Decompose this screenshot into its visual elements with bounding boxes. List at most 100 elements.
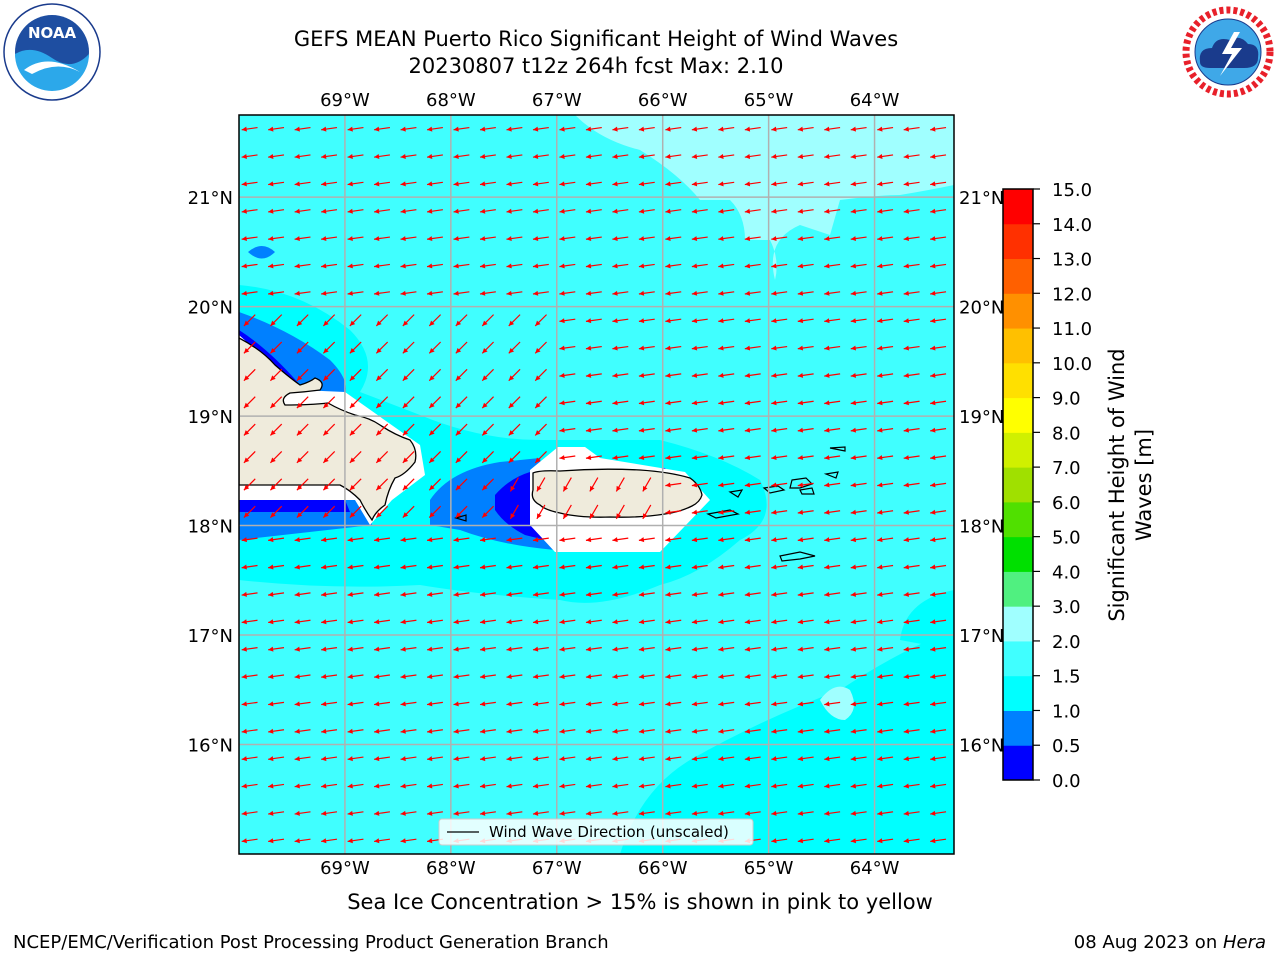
wind-arrow-head — [374, 838, 380, 844]
wind-arrow-head — [453, 290, 459, 296]
wind-arrow-head — [508, 402, 515, 409]
wind-arrow-head — [321, 537, 327, 543]
wind-arrow-head — [294, 646, 300, 652]
wind-arrow-head — [930, 674, 936, 679]
wind-arrow-head — [638, 728, 645, 734]
wind-arrow-head — [241, 674, 247, 679]
wind-arrow-head — [744, 372, 751, 378]
wind-arrow-head — [665, 345, 671, 351]
wind-arrow-head — [691, 236, 698, 242]
colorbar-segment — [1003, 432, 1033, 468]
wind-arrow-head — [427, 646, 433, 652]
wind-arrow-head — [718, 400, 724, 406]
wind-arrow-head — [402, 457, 409, 463]
wind-arrow-head — [268, 181, 274, 187]
lon-tick-bottom: 65°W — [744, 858, 794, 879]
wind-arrow-head — [903, 674, 910, 679]
wind-arrow-head — [824, 455, 830, 461]
wind-arrow-head — [771, 674, 777, 679]
wind-arrow-head — [930, 455, 936, 461]
wind-arrow-head — [270, 457, 276, 463]
wind-arrow-head — [638, 427, 645, 433]
wind-arrow-head — [771, 728, 777, 734]
wind-arrow-head — [535, 320, 541, 326]
wind-arrow-head — [321, 263, 327, 269]
wind-arrow-head — [744, 290, 751, 296]
wind-arrow-head — [400, 838, 406, 844]
wind-arrow-head — [506, 153, 512, 159]
wind-arrow-head — [744, 810, 751, 816]
wind-arrow-head — [347, 838, 353, 844]
wind-arrow-head — [930, 509, 936, 515]
wind-arrows — [241, 126, 947, 844]
wind-arrow-head — [691, 783, 698, 789]
wind-arrow-head — [374, 263, 380, 269]
wind-arrow-head — [930, 318, 936, 324]
wind-arrow-head — [480, 290, 486, 296]
wind-arrow-head — [400, 619, 406, 625]
wind-arrow-head — [321, 236, 327, 242]
wind-arrow-head — [559, 153, 565, 159]
wind-arrow-head — [771, 427, 777, 433]
wind-arrow-head — [347, 756, 353, 762]
wind-arrow-head — [402, 348, 409, 354]
wind-arrow-head — [376, 375, 382, 381]
wind-arrow-head — [268, 126, 274, 132]
wind-arrow-head — [374, 701, 380, 707]
wind-arrow-head — [535, 375, 541, 381]
wind-arrow-head — [824, 838, 830, 844]
wind-arrow-head — [243, 430, 250, 436]
wind-arrow-head — [903, 345, 910, 351]
wind-arrow-head — [771, 208, 777, 214]
wind-arrow-head — [532, 810, 539, 816]
wind-arrow-head — [453, 564, 459, 570]
wind-arrow-head — [400, 236, 406, 242]
wind-arrow-head — [268, 537, 274, 543]
wind-arrow-head — [374, 728, 380, 734]
wind-arrow-head — [665, 181, 671, 187]
colorbar-segment — [1003, 606, 1033, 642]
wind-arrow-head — [585, 591, 592, 597]
wind-arrow-head — [482, 430, 488, 436]
wind-arrow-head — [665, 591, 671, 597]
wind-arrow-head — [296, 320, 303, 326]
lon-tick-top: 66°W — [638, 90, 688, 111]
wind-arrow-head — [612, 619, 618, 625]
wind-arrow-head — [453, 619, 459, 625]
wind-arrow-head — [374, 126, 380, 132]
wind-arrow-head — [638, 701, 645, 707]
wind-arrow-head — [585, 126, 592, 132]
wind-arrow-head — [559, 756, 565, 762]
wind-arrow-head — [930, 290, 936, 296]
wind-arrow-head — [508, 320, 515, 326]
colorbar-segment — [1003, 362, 1033, 399]
wind-arrow-head — [243, 375, 250, 381]
wind-arrow-head — [294, 783, 300, 789]
wind-arrow-head — [930, 756, 936, 762]
wind-arrow-head — [296, 348, 303, 354]
wind-arrow-head — [771, 701, 777, 707]
wind-arrow-head — [321, 126, 327, 132]
wind-arrow-head — [480, 783, 486, 789]
wind-arrow-head — [296, 375, 303, 381]
wind-arrow-head — [585, 181, 592, 187]
colorbar-tick-label: 10.0 — [1052, 354, 1092, 375]
wind-arrow-head — [559, 619, 565, 625]
wind-arrow-head — [347, 810, 353, 816]
colorbar-segment — [1003, 189, 1033, 225]
wind-arrow-head — [585, 455, 592, 461]
wind-arrow-head — [638, 756, 645, 762]
lon-tick-bottom: 68°W — [426, 858, 476, 879]
wind-arrow-head — [691, 509, 698, 515]
wind-arrow-head — [930, 783, 936, 789]
wind-arrow-head — [294, 674, 300, 679]
wind-arrow-head — [347, 153, 353, 159]
wind-arrow-head — [638, 591, 645, 597]
wind-arrow-head — [480, 810, 486, 816]
wind-arrow-head — [532, 783, 539, 789]
wind-arrow-head — [930, 701, 936, 707]
wind-arrow-head — [771, 482, 777, 488]
wind-arrow-head — [718, 236, 724, 242]
wind-arrow-head — [691, 564, 698, 570]
wind-arrow-head — [797, 838, 804, 844]
